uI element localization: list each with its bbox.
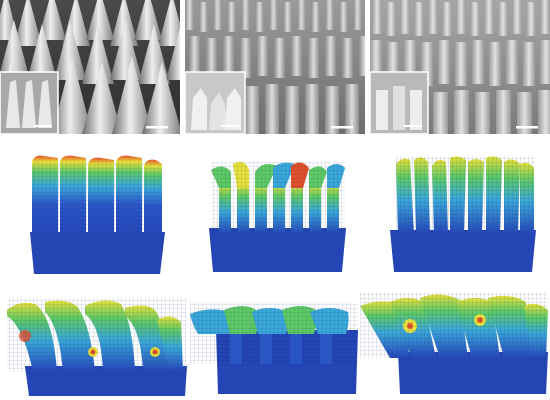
sem-panel-flat-top-pillars bbox=[185, 0, 365, 134]
pillar-group bbox=[190, 302, 358, 364]
fea-panel-tips-curled bbox=[205, 158, 350, 276]
inset-image bbox=[0, 71, 59, 134]
cone-array bbox=[0, 0, 180, 134]
scale-bar bbox=[516, 126, 538, 129]
sem-image bbox=[370, 0, 550, 134]
inset-scale-bar bbox=[34, 125, 52, 127]
fea-panel-leaning-right bbox=[360, 290, 550, 398]
fea-model bbox=[7, 298, 187, 396]
sem-panel-dense-pillars bbox=[370, 0, 550, 134]
fea-model bbox=[209, 162, 346, 272]
sem-image bbox=[185, 0, 365, 134]
fea-panel-collapsed-left bbox=[5, 296, 190, 400]
inset-scale-bar bbox=[221, 125, 239, 127]
sem-image bbox=[0, 0, 180, 134]
scale-bar bbox=[331, 126, 353, 129]
inset-image bbox=[370, 71, 429, 134]
pillar-group bbox=[360, 292, 548, 358]
fea-panel-upright bbox=[30, 152, 165, 277]
pillar-group bbox=[396, 156, 534, 234]
fea-model bbox=[190, 302, 358, 394]
fea-model bbox=[390, 156, 536, 272]
fea-model bbox=[30, 155, 165, 274]
fea-panel-tips-bent bbox=[388, 154, 538, 274]
pillar-group bbox=[7, 298, 187, 372]
pillar-group bbox=[211, 162, 345, 234]
fea-panel-tips-folded bbox=[190, 300, 360, 396]
scale-bar bbox=[146, 126, 168, 129]
inset-scale-bar bbox=[404, 125, 422, 127]
inset-image bbox=[185, 71, 246, 134]
pillar-group bbox=[32, 155, 162, 236]
sem-panel-conical-pillars bbox=[0, 0, 180, 134]
fea-model bbox=[360, 292, 548, 394]
